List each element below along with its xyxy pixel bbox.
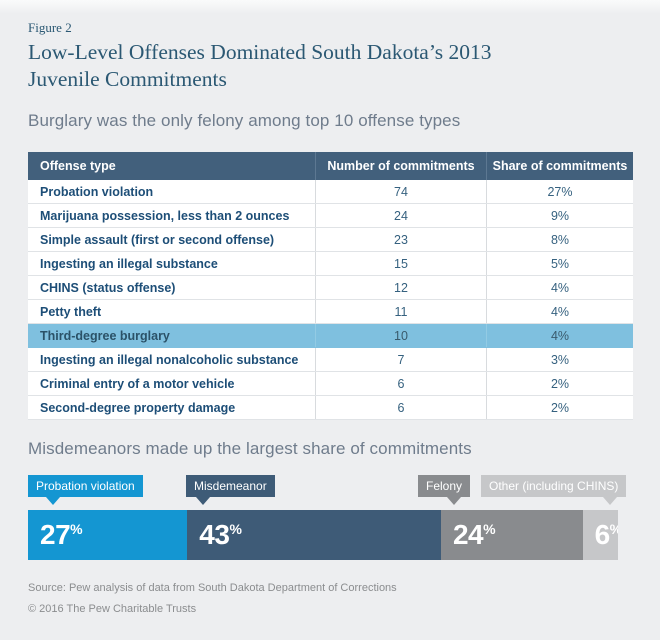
figure-container: Figure 2 Low-Level Offenses Dominated So…	[28, 20, 633, 616]
number-cell: 23	[315, 228, 486, 252]
flag-pointer-icon	[196, 497, 210, 506]
header-cell-share-of-commitments: Share of commitments	[486, 152, 633, 181]
offense-cell: Petty theft	[40, 304, 102, 319]
bar-segment: 27%	[28, 510, 188, 561]
copyright-note: © 2016 The Pew Charitable Trusts	[28, 603, 197, 616]
page-title: Low-Level Offenses Dominated South Dakot…	[28, 40, 492, 91]
flag-pointer-icon	[603, 497, 618, 506]
offense-cell: CHINS (status offense)	[40, 280, 176, 295]
offense-cell: Ingesting an illegal substance	[40, 256, 218, 271]
table-row: Probation violation 74 27%	[28, 180, 633, 205]
header-cell-offense-type: Offense type	[40, 159, 116, 174]
offense-cell: Probation violation	[40, 184, 154, 199]
table-body: Probation violation 74 27% Marijuana posses…	[28, 180, 633, 421]
legend-flag: Misdemeanor	[186, 475, 275, 506]
table-header-row: Offense type Number of commitments Share…	[28, 152, 633, 181]
segment-value-label: 43%	[199, 519, 242, 551]
number-cell: 24	[315, 204, 486, 228]
source-note: Source: Pew analysis of data from South …	[28, 582, 397, 595]
legend-flag: Other (including CHINS)	[481, 475, 627, 506]
number-cell: 10	[315, 324, 486, 348]
bar-segment: 43%	[187, 510, 441, 561]
offense-cell: Ingesting an illegal nonalcoholic substa…	[40, 352, 299, 367]
commitments-table: Offense type Number of commitments Share…	[28, 152, 633, 421]
table-row: Petty theft 11 4%	[28, 300, 633, 325]
legend-flag: Felony	[418, 475, 471, 506]
table-row: Second-degree property damage 6 2%	[28, 396, 633, 421]
share-cell: 4%	[486, 324, 633, 348]
table-row: Criminal entry of a motor vehicle 6 2%	[28, 372, 633, 397]
table-row-highlighted: Third-degree burglary 10 4%	[28, 324, 633, 349]
stacked-bar-chart: 27% 43% 24% 6%	[28, 510, 618, 561]
share-cell: 9%	[486, 204, 633, 228]
bar-segment: 24%	[440, 510, 583, 561]
segment-value-label: 27%	[40, 519, 83, 551]
number-cell: 12	[315, 276, 486, 300]
share-cell: 5%	[486, 252, 633, 276]
legend-flag: Probation violation	[28, 475, 143, 506]
number-cell: 7	[315, 348, 486, 372]
bar-legend-flags: Probation violation Misdemeanor Felony Othe…	[28, 475, 627, 506]
segment-value-label: 6%	[594, 519, 618, 551]
share-cell: 2%	[486, 372, 633, 396]
number-cell: 6	[315, 396, 486, 420]
number-cell: 15	[315, 252, 486, 276]
offense-cell: Third-degree burglary	[40, 328, 170, 343]
table-row: Simple assault (first or second offense)…	[28, 228, 633, 253]
number-cell: 11	[315, 300, 486, 324]
number-cell: 74	[315, 180, 486, 204]
offense-cell: Criminal entry of a motor vehicle	[40, 376, 235, 391]
share-cell: 27%	[486, 180, 633, 204]
share-cell: 2%	[486, 396, 633, 420]
table-row: Ingesting an illegal nonalcoholic substa…	[28, 348, 633, 373]
flag-pointer-icon	[46, 497, 60, 506]
share-cell: 4%	[486, 300, 633, 324]
table-row: Marijuana possession, less than 2 ounces…	[28, 204, 633, 229]
bar-chart-subtitle: Misdemeanors made up the largest share o…	[28, 439, 472, 459]
offense-cell: Second-degree property damage	[40, 400, 236, 415]
table-subtitle: Burglary was the only felony among top 1…	[28, 111, 461, 131]
bar-segment: 6%	[582, 510, 618, 561]
header-cell-number-of-commitments: Number of commitments	[315, 152, 486, 181]
share-cell: 4%	[486, 276, 633, 300]
segment-value-label: 24%	[452, 519, 496, 551]
share-cell: 3%	[486, 348, 633, 372]
figure-label: Figure 2	[28, 20, 72, 35]
offense-cell: Simple assault (first or second offense)	[40, 232, 275, 247]
share-cell: 8%	[486, 228, 633, 252]
offense-cell: Marijuana possession, less than 2 ounces	[40, 208, 290, 223]
table-row: CHINS (status offense) 12 4%	[28, 276, 633, 301]
table-row: Ingesting an illegal substance 15 5%	[28, 252, 633, 277]
flag-pointer-icon	[447, 497, 462, 506]
number-cell: 6	[315, 372, 486, 396]
